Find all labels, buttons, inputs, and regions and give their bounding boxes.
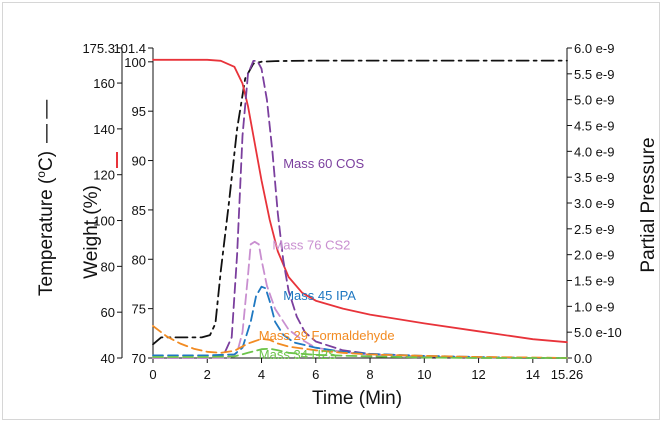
weight-tick-label: 80 xyxy=(132,252,146,267)
x-tick-label: 12 xyxy=(471,367,485,382)
weight-tick-label: 101.4 xyxy=(113,41,146,56)
temperature-tick-label: 80 xyxy=(101,259,115,274)
figure-frame xyxy=(2,2,660,420)
weight-tick-label: 85 xyxy=(132,203,146,218)
temperature-tick-label: 40 xyxy=(101,351,115,366)
x-tick-label: 10 xyxy=(417,367,431,382)
pressure-tick-label: 0.0 xyxy=(574,351,592,366)
labels-layer: Mass 60 COS Mass 76 CS2 Mass 45 IPA Mass 29… xyxy=(259,156,395,362)
axes-layer: 0 2 4 6 8 10 12 14 15.26707580859095100101.44060… xyxy=(82,41,621,382)
pressure-tick-label: 3.5 e-9 xyxy=(574,170,614,185)
weight-axis-title: Weight (%) xyxy=(81,185,102,279)
x-tick-label: 8 xyxy=(366,367,373,382)
x-tick-label: 2 xyxy=(204,367,211,382)
pressure-tick-label: 2.0 e-9 xyxy=(574,248,614,263)
temperature-title-tail: C) xyxy=(36,151,57,171)
x-tick-label: 15.26 xyxy=(551,367,584,382)
pressure-axis-title: Partial Pressure xyxy=(638,137,659,272)
pressure-tick-label: 5.5 e-9 xyxy=(574,67,614,82)
series-label-mass-45-ipa: Mass 45 IPA xyxy=(283,288,356,303)
temperature-tick-label: 100 xyxy=(93,214,115,229)
temperature-tick-label: 120 xyxy=(93,168,115,183)
pressure-tick-label: 5.0 e-9 xyxy=(574,93,614,108)
temperature-axis-title: Temperature (oC) — — xyxy=(34,100,57,296)
pressure-tick-label: 2.5 e-9 xyxy=(574,222,614,237)
pressure-tick-label: 1.0 e-9 xyxy=(574,299,614,314)
temperature-title-sup: o xyxy=(34,171,48,178)
weight-tick-label: 100 xyxy=(124,55,146,70)
series-label-mass-29-formaldehyde: Mass 29 Formaldehyde xyxy=(259,328,395,343)
weight-tick-label: 75 xyxy=(132,302,146,317)
temperature-tick-label: 60 xyxy=(101,305,115,320)
series-layer xyxy=(152,58,568,359)
x-axis-title: Time (Min) xyxy=(312,388,402,409)
series-line-temperature-series xyxy=(152,59,568,346)
x-tick-label: 0 xyxy=(149,367,156,382)
x-tick-label: 14 xyxy=(526,367,540,382)
pressure-tick-label: 4.5 e-9 xyxy=(574,119,614,134)
weight-tick-label: 95 xyxy=(132,104,146,119)
temperature-legend-marker: — — xyxy=(36,100,57,143)
pressure-tick-label: 3.0 e-9 xyxy=(574,196,614,211)
pressure-tick-label: 5.0 e-10 xyxy=(574,325,622,340)
series-line-mass-45-ipa xyxy=(152,285,568,359)
temperature-tick-label: 140 xyxy=(93,122,115,137)
pressure-tick-label: 6.0 e-9 xyxy=(574,41,614,56)
pressure-tick-label: 1.5 e-9 xyxy=(574,274,614,289)
weight-tick-label: 90 xyxy=(132,154,146,169)
series-line-mass-60-cos xyxy=(152,60,568,359)
series-line-mass-29-formaldehyde xyxy=(152,325,568,359)
temperature-tick-label: 175.3 xyxy=(82,41,115,56)
pressure-tick-label: 4.0 e-9 xyxy=(574,144,614,159)
series-label-mass-34-h2s: Mass 34 H2S xyxy=(259,347,337,362)
series-label-mass-76-cs2: Mass 76 CS2 xyxy=(272,238,350,253)
series-line-weight-series xyxy=(152,58,568,344)
temperature-title-main: Temperature ( xyxy=(36,177,57,296)
series-line-mass-34-h2s xyxy=(152,347,568,359)
series-label-mass-60-cos: Mass 60 COS xyxy=(283,156,364,171)
x-tick-label: 6 xyxy=(312,367,319,382)
x-tick-label: 4 xyxy=(258,367,265,382)
temperature-tick-label: 160 xyxy=(93,76,115,91)
weight-tick-label: 70 xyxy=(132,351,146,366)
